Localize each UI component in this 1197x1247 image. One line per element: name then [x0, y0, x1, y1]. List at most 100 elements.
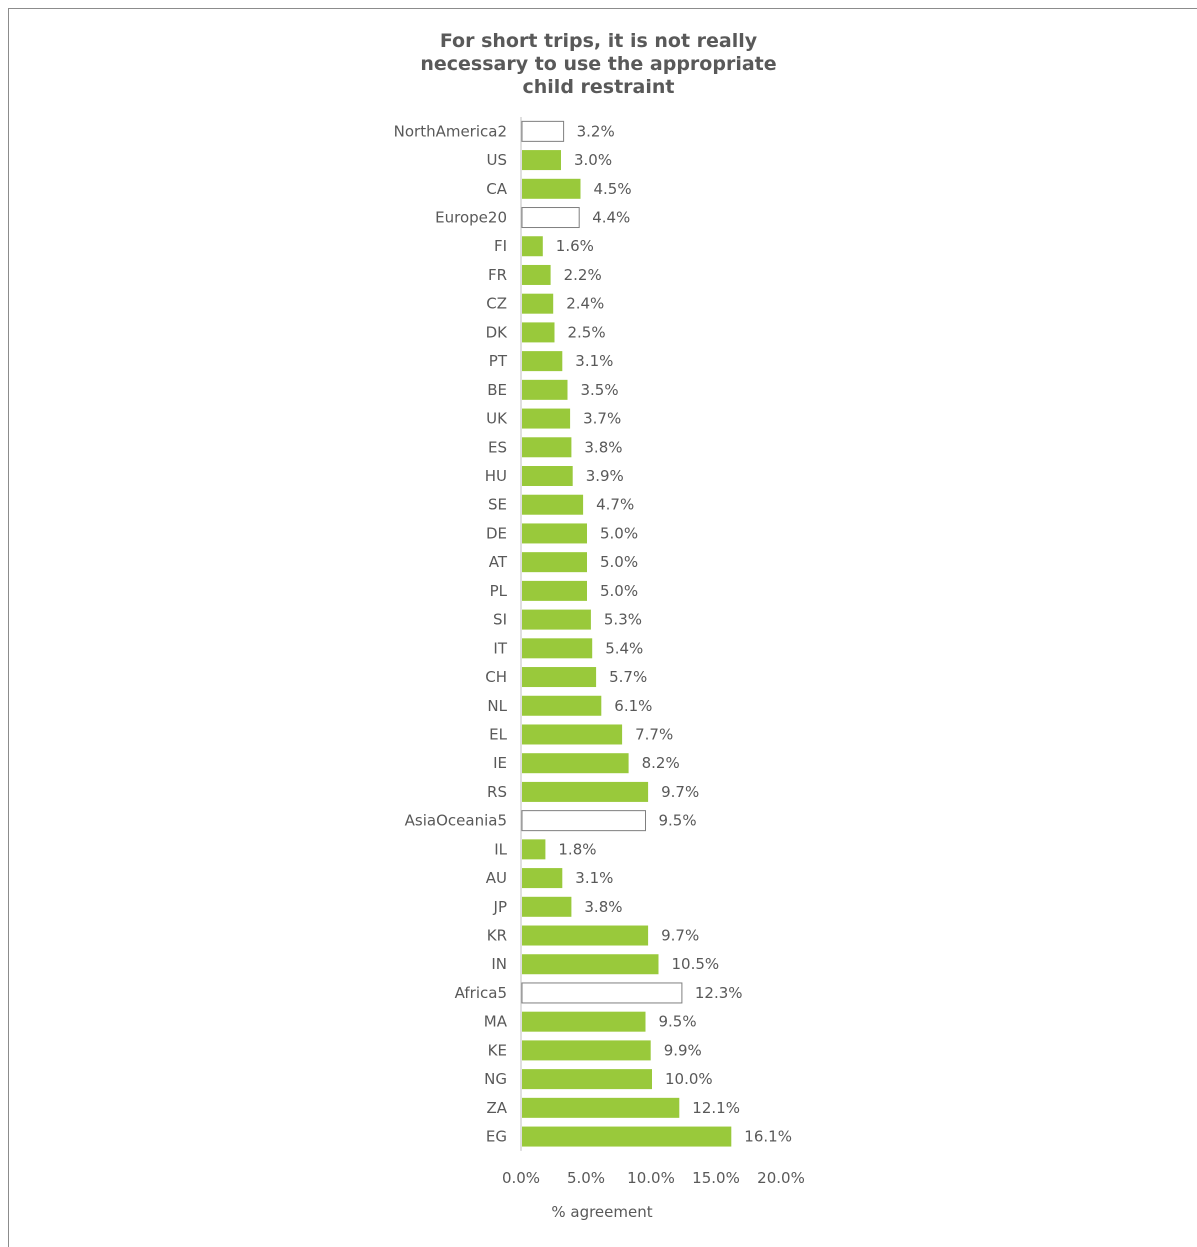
category-label: NorthAmerica2 [394, 122, 507, 140]
value-label: 9.5% [659, 812, 697, 830]
category-label: HU [485, 467, 507, 485]
region-bar [521, 982, 683, 1004]
category-label: BE [487, 381, 507, 399]
category-label: IN [491, 955, 507, 973]
category-label: FI [494, 237, 507, 255]
country-bar [522, 1126, 732, 1147]
value-label: 5.0% [600, 524, 638, 542]
value-label: 4.7% [596, 496, 634, 514]
category-label: IT [493, 639, 507, 657]
category-label: DE [486, 524, 507, 542]
category-label: UK [486, 410, 508, 428]
category-label: Africa5 [455, 984, 507, 1002]
category-label: CZ [486, 295, 507, 313]
country-bar [522, 695, 602, 716]
country-bar [522, 408, 571, 429]
country-bar [522, 236, 543, 257]
value-label: 3.2% [577, 122, 615, 140]
value-label: 3.1% [575, 869, 613, 887]
value-label: 1.8% [558, 840, 596, 858]
chart-title-line-2: necessary to use the appropriate [420, 53, 777, 75]
value-label: 12.1% [692, 1099, 740, 1117]
value-label: 5.3% [604, 611, 642, 629]
country-bar [522, 1097, 680, 1118]
category-label: JP [493, 898, 507, 916]
country-bar [522, 753, 629, 774]
country-bar [522, 781, 649, 802]
category-label: FR [488, 266, 507, 284]
chart-frame [8, 8, 1197, 1247]
country-bar [522, 379, 568, 400]
country-bar [522, 724, 623, 745]
value-label: 3.8% [584, 898, 622, 916]
country-bar [522, 351, 563, 372]
value-label: 3.7% [583, 410, 621, 428]
value-label: 4.4% [592, 209, 630, 227]
country-bar [522, 638, 593, 659]
region-bar [521, 120, 565, 142]
value-label: 7.7% [635, 725, 673, 743]
country-bar [522, 580, 587, 601]
category-label: AsiaOceania5 [405, 812, 507, 830]
category-label: PL [490, 582, 508, 600]
category-label: KR [487, 927, 507, 945]
country-bar [522, 150, 561, 171]
value-label: 3.5% [581, 381, 619, 399]
chart-title-line-3: child restraint [522, 76, 675, 98]
category-label: PT [489, 352, 508, 370]
country-bar [522, 494, 584, 515]
category-label: US [486, 151, 507, 169]
category-label: IL [494, 840, 507, 858]
category-label: RS [487, 783, 507, 801]
country-bar [522, 523, 587, 544]
country-bar [522, 1011, 646, 1032]
country-bar [522, 925, 649, 946]
value-label: 2.5% [568, 323, 606, 341]
country-bar [522, 466, 573, 486]
category-label: CA [486, 180, 507, 198]
chart-title: For short trips, it is not really necess… [0, 30, 1197, 99]
country-bar [522, 178, 581, 199]
category-label: MA [484, 1013, 508, 1031]
country-bar [522, 437, 572, 458]
x-axis-title: % agreement [551, 1203, 652, 1221]
category-label: SI [493, 611, 507, 629]
x-tick-label: 5.0% [567, 1169, 605, 1187]
value-label: 10.5% [672, 955, 720, 973]
category-label: AT [489, 553, 508, 571]
value-label: 9.7% [661, 927, 699, 945]
x-tick-label: 0.0% [502, 1169, 540, 1187]
country-bar [522, 868, 563, 889]
country-bar [522, 552, 587, 573]
category-label: ZA [486, 1099, 507, 1117]
category-label: Europe20 [435, 209, 507, 227]
value-label: 6.1% [614, 697, 652, 715]
country-bar [522, 667, 597, 688]
category-label: AU [486, 869, 507, 887]
value-label: 9.7% [661, 783, 699, 801]
country-bar [522, 1069, 652, 1090]
x-tick-label: 10.0% [627, 1169, 675, 1187]
country-bar [522, 609, 591, 630]
value-label: 9.9% [664, 1041, 702, 1059]
value-label: 10.0% [665, 1070, 713, 1088]
category-label: DK [486, 323, 509, 341]
category-label: ES [488, 438, 507, 456]
region-bar [521, 810, 646, 832]
value-label: 1.6% [556, 237, 594, 255]
category-label: CH [485, 668, 507, 686]
country-bar [522, 1040, 651, 1061]
country-bar [522, 896, 572, 917]
value-label: 5.7% [609, 668, 647, 686]
value-label: 8.2% [642, 754, 680, 772]
value-label: 4.5% [594, 180, 632, 198]
category-label: KE [488, 1041, 507, 1059]
value-label: 2.4% [566, 295, 604, 313]
country-bar [522, 839, 546, 860]
country-bar [522, 293, 554, 314]
chart-title-line-1: For short trips, it is not really [439, 30, 758, 52]
category-label: EL [489, 725, 507, 743]
country-bar [522, 954, 659, 975]
value-label: 16.1% [744, 1128, 792, 1146]
value-label: 3.1% [575, 352, 613, 370]
